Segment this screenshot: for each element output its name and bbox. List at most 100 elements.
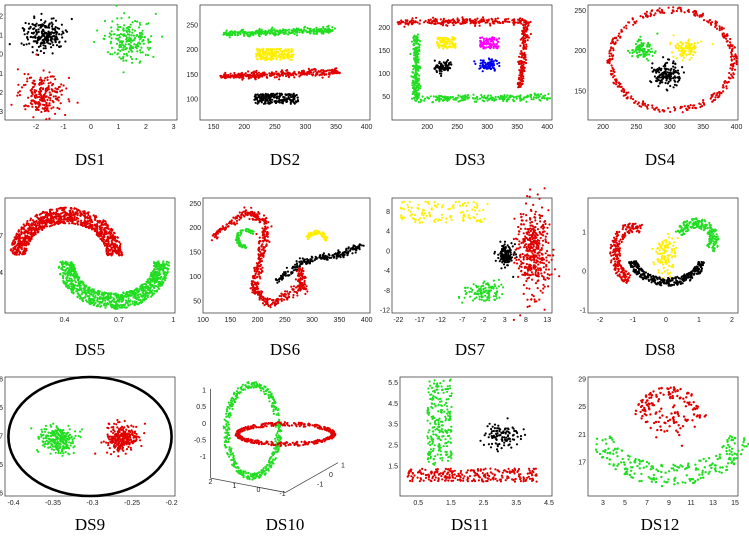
point-red [97,232,99,234]
point-green [125,43,127,45]
point-red [726,34,728,36]
point-red [35,232,37,234]
point-red [627,21,629,23]
point-green [236,31,238,33]
point-red [42,88,44,90]
point-green [631,52,633,54]
point-red [338,72,340,74]
point-green [472,97,474,99]
point-red [18,246,20,248]
point-red [31,95,33,97]
point-yellow [276,48,278,50]
point-red [36,214,38,216]
point-yellow [266,59,268,61]
point-red [523,70,525,72]
point-yellow [284,53,286,55]
point-green [482,99,484,101]
point-green [490,95,492,97]
point-red [461,16,463,18]
point-red [524,27,526,29]
point-green [129,26,131,28]
point-green [272,32,274,34]
x-tick-label: -2 [33,124,39,131]
point-green [141,32,143,34]
point-yellow [291,56,293,58]
point-green [147,47,149,49]
point-red [456,21,458,23]
point-red [70,207,72,209]
point-green [411,82,413,84]
point-red [24,237,26,239]
point-red [292,74,294,76]
point-red [632,24,634,26]
point-yellow [451,46,453,48]
point-red [44,77,46,79]
point-green [123,71,125,73]
panels: -2-10123210-1-2-3DS115020025030035040025… [0,5,749,535]
point-yellow [278,54,280,56]
point-black [661,76,663,78]
point-red [651,9,653,11]
point-red [41,229,43,231]
point-green [544,94,546,96]
point-green [505,96,507,98]
point-red [51,224,53,226]
point-black [673,69,675,71]
point-red [729,67,731,69]
point-black [443,61,445,63]
point-red [65,214,67,216]
point-green [648,53,650,55]
point-black [666,68,668,70]
point-black [672,77,674,79]
point-red [90,219,92,221]
point-red [81,223,83,225]
point-red [58,222,60,224]
point-black [286,101,288,103]
point-red [676,10,678,12]
point-red [49,91,51,93]
point-red [693,104,695,106]
point-red [615,41,617,43]
point-black [295,100,297,102]
point-black [58,33,60,35]
point-red [611,58,613,60]
point-green [640,39,642,41]
point-red [649,15,651,17]
point-red [63,84,65,86]
point-red [476,18,478,20]
point-green [134,20,136,22]
point-red [722,35,724,37]
point-black [33,31,35,33]
point-red [261,75,263,77]
y-tick-label: 100 [186,96,198,103]
point-red [15,237,17,239]
point-black [25,22,27,24]
point-black [32,24,34,26]
point-green [143,43,145,45]
point-red [47,215,49,217]
point-yellow [273,48,275,50]
point-green [147,40,149,42]
point-green [113,33,115,35]
point-red [61,209,63,211]
point-red [253,74,255,76]
point-red [699,106,701,108]
point-red [254,78,256,80]
point-black [44,32,46,34]
point-green [506,99,508,101]
point-black [440,73,442,75]
point-red [312,71,314,73]
point-green [234,34,236,36]
point-black [665,79,667,81]
point-red [519,72,521,74]
x-tick-label: 300 [481,124,493,131]
point-green [409,53,411,55]
point-red [107,226,109,228]
point-red [621,90,623,92]
point-red [43,79,45,81]
point-red [17,249,19,251]
point-black [271,99,273,101]
point-green [474,98,476,100]
point-red [250,77,252,79]
point-red [77,218,79,220]
